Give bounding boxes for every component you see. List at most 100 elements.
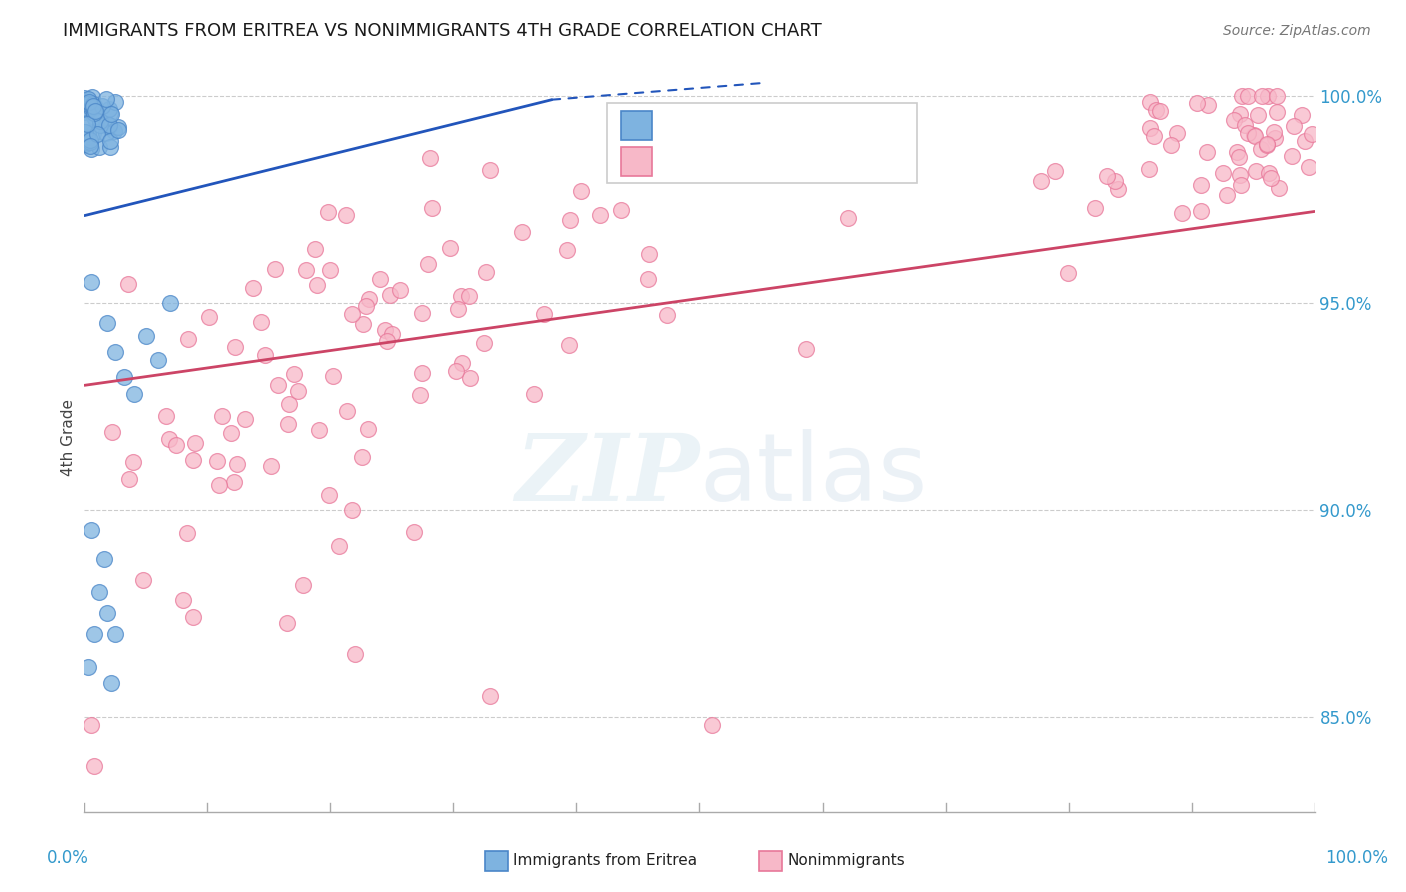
Point (1029, 174, 1052, 188)
Point (304, 242, 326, 256)
Point (444, 363, 467, 377)
Point (165, 438, 187, 452)
Point (76, 129, 98, 144)
Point (77, 126, 100, 140)
Point (1251, 88, 1274, 103)
Text: R =  0.114    N =  64: R = 0.114 N = 64 (661, 113, 848, 131)
Point (97, 103, 120, 117)
Point (328, 539, 350, 553)
Point (522, 387, 544, 401)
Point (1250, 142, 1272, 156)
Point (135, 328, 157, 343)
Point (557, 337, 579, 351)
Point (295, 262, 318, 277)
Point (340, 307, 363, 321)
Point (1291, 108, 1313, 122)
Point (837, 211, 859, 225)
Point (100, 107, 122, 121)
Point (342, 503, 364, 517)
Point (107, 120, 129, 134)
Point (84, 99, 107, 113)
Text: Immigrants from Eritrea: Immigrants from Eritrea (513, 854, 697, 868)
Point (1229, 178, 1251, 193)
Point (368, 272, 391, 286)
Point (344, 648, 367, 662)
Point (155, 409, 177, 423)
Point (219, 426, 242, 441)
Point (83, 759, 105, 773)
Point (1247, 108, 1270, 122)
Point (1139, 120, 1161, 135)
Point (1212, 166, 1234, 180)
Point (796, 342, 818, 356)
Point (122, 386, 145, 401)
Point (1229, 106, 1251, 120)
Point (1084, 201, 1107, 215)
Point (637, 272, 659, 286)
Point (657, 309, 679, 323)
Point (1237, 126, 1260, 140)
Point (159, 295, 181, 310)
Point (1281, 148, 1303, 162)
Point (80, 142, 103, 156)
Point (558, 213, 581, 227)
Point (225, 458, 247, 472)
Point (374, 323, 396, 337)
Point (83, 106, 105, 120)
Point (82, 126, 104, 140)
Point (104, 345, 127, 359)
Point (260, 458, 283, 473)
Point (1185, 96, 1208, 111)
Point (77, 660, 100, 674)
Point (1043, 164, 1066, 178)
Point (1264, 131, 1286, 145)
Point (318, 262, 340, 277)
Point (1298, 160, 1320, 174)
Point (96, 118, 118, 132)
Point (1227, 150, 1250, 164)
Text: Source: ZipAtlas.com: Source: ZipAtlas.com (1223, 24, 1371, 38)
Point (84, 103, 107, 118)
Point (1149, 104, 1171, 119)
Point (207, 453, 229, 467)
Point (610, 202, 633, 217)
Point (82, 97, 104, 112)
Point (198, 310, 221, 324)
Point (96, 316, 118, 330)
Point (211, 409, 233, 423)
Point (117, 277, 139, 291)
Point (378, 288, 401, 302)
Point (132, 573, 155, 587)
Point (1095, 169, 1118, 184)
Text: 0.0%: 0.0% (46, 849, 89, 867)
Point (73, 91, 96, 105)
Point (1197, 98, 1219, 112)
Point (1170, 205, 1192, 219)
Point (89, 118, 111, 132)
Point (278, 397, 301, 411)
Point (336, 404, 359, 418)
Point (1244, 129, 1267, 144)
Point (1256, 137, 1278, 152)
Point (589, 208, 612, 222)
Point (104, 95, 127, 109)
Point (77, 96, 100, 111)
Text: 100.0%: 100.0% (1326, 849, 1388, 867)
Point (277, 417, 299, 431)
Point (1226, 145, 1249, 159)
Point (555, 243, 578, 257)
Point (318, 205, 340, 219)
Point (222, 475, 245, 489)
Point (83, 111, 105, 125)
Point (1268, 181, 1291, 195)
Point (402, 524, 425, 539)
Point (1265, 105, 1288, 120)
Point (381, 326, 404, 341)
Point (98, 105, 121, 120)
Point (352, 317, 374, 331)
Point (458, 288, 481, 302)
Point (510, 226, 533, 240)
Point (79, 523, 101, 537)
Point (183, 452, 205, 467)
Point (1243, 128, 1265, 142)
